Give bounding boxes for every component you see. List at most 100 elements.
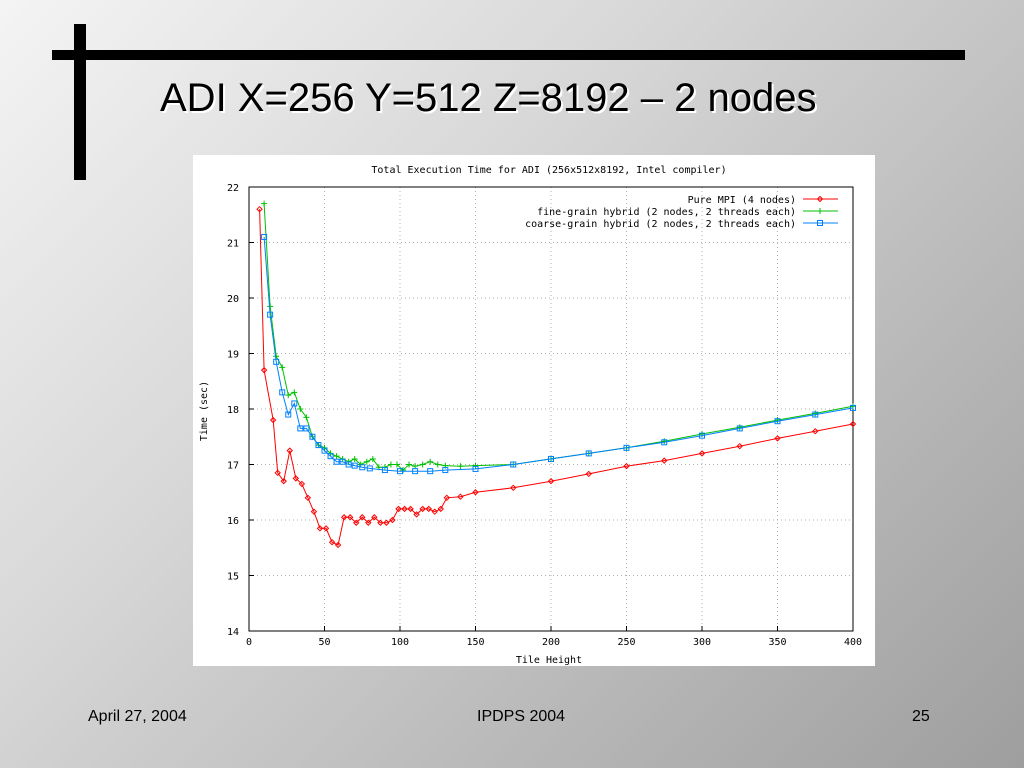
- diamond-marker: [425, 505, 432, 513]
- diamond-marker: [260, 366, 268, 374]
- series-diamond: [256, 205, 857, 549]
- square-marker: [661, 439, 668, 446]
- square-marker: [285, 411, 292, 418]
- diamond-marker: [510, 484, 517, 492]
- legend-entry-label: Pure MPI (4 nodes): [688, 195, 796, 206]
- title-underline-bar: [52, 50, 965, 60]
- x-tick-label: 400: [844, 637, 862, 648]
- diamond-marker: [661, 457, 668, 464]
- plus-marker: [419, 461, 426, 468]
- square-marker: [472, 465, 479, 472]
- x-tick-label: 0: [246, 637, 252, 648]
- series-line: [263, 203, 854, 471]
- plus-marker: [333, 453, 340, 460]
- title-vertical-bar: [74, 24, 86, 180]
- plus-marker: [393, 461, 400, 468]
- square-marker: [291, 400, 298, 407]
- diamond-marker: [401, 505, 408, 513]
- y-tick-label: 19: [227, 350, 239, 361]
- plus-marker: [261, 200, 268, 207]
- diamond-marker: [322, 525, 330, 532]
- y-tick-label: 15: [227, 572, 239, 583]
- plus-marker: [285, 392, 292, 399]
- execution-time-chart: Total Execution Time for ADI (256x512x81…: [199, 165, 862, 666]
- diamond-marker: [774, 435, 781, 442]
- chart-panel: Total Execution Time for ADI (256x512x81…: [193, 155, 875, 666]
- diamond-marker: [431, 508, 438, 515]
- diamond-marker: [365, 519, 372, 526]
- square-marker: [510, 461, 517, 468]
- diamond-marker: [346, 514, 354, 521]
- x-tick-label: 100: [391, 637, 409, 648]
- y-axis-label: Time (sec): [199, 381, 210, 441]
- x-tick-label: 250: [617, 637, 635, 648]
- square-marker: [261, 233, 268, 240]
- diamond-marker: [304, 494, 312, 502]
- diamond-marker: [383, 519, 390, 526]
- diamond-marker: [407, 505, 414, 513]
- square-marker: [333, 458, 340, 465]
- diamond-marker: [286, 447, 293, 454]
- plus-marker: [279, 364, 286, 371]
- plus-marker: [351, 455, 358, 462]
- legend-entry-label: fine-grain hybrid (2 nodes, 2 threads ea…: [537, 207, 796, 218]
- plus-marker: [406, 461, 413, 468]
- diamond-marker: [292, 475, 300, 482]
- plus-marker: [369, 455, 376, 462]
- square-marker: [339, 458, 346, 465]
- diamond-marker: [359, 514, 366, 521]
- chart-title: Total Execution Time for ADI (256x512x81…: [371, 165, 726, 176]
- diamond-marker: [371, 514, 378, 521]
- x-tick-label: 150: [466, 637, 484, 648]
- plus-marker: [291, 389, 298, 396]
- diamond-marker: [585, 470, 592, 478]
- plus-marker: [457, 463, 464, 470]
- y-tick-label: 22: [227, 183, 239, 194]
- plus-marker: [303, 414, 310, 421]
- square-marker: [321, 447, 328, 454]
- diamond-marker: [472, 489, 479, 496]
- square-marker: [736, 425, 743, 432]
- diamond-marker: [443, 494, 451, 502]
- slide-title: ADI X=256 Y=512 Z=8192 – 2 nodes: [160, 76, 817, 120]
- diamond-marker: [816, 195, 824, 203]
- diamond-marker: [298, 480, 306, 488]
- square-marker: [817, 220, 823, 226]
- square-marker: [273, 358, 280, 365]
- plus-marker: [427, 458, 434, 465]
- plus-marker: [387, 461, 394, 468]
- y-tick-label: 20: [227, 294, 239, 305]
- footer-date: April 27, 2004: [88, 708, 187, 725]
- square-marker: [309, 433, 316, 440]
- x-tick-label: 350: [768, 637, 786, 648]
- footer-page-number: 25: [912, 708, 930, 725]
- diamond-marker: [547, 477, 555, 485]
- diamond-marker: [274, 469, 281, 477]
- x-tick-label: 200: [542, 637, 560, 648]
- diamond-marker: [377, 519, 384, 526]
- plus-marker: [297, 406, 304, 412]
- series-square: [261, 233, 856, 475]
- chart-series: [256, 200, 857, 549]
- square-marker: [812, 411, 819, 418]
- plus-marker: [267, 303, 274, 310]
- diamond-marker: [328, 538, 336, 546]
- plus-marker: [817, 208, 823, 214]
- plus-marker: [400, 467, 407, 474]
- square-marker: [315, 442, 322, 449]
- diamond-marker: [736, 442, 743, 450]
- diamond-marker: [316, 525, 324, 532]
- plus-marker: [363, 458, 370, 465]
- square-marker: [267, 311, 274, 318]
- square-marker: [351, 462, 358, 469]
- footer-conference: IPDPS 2004: [477, 708, 566, 725]
- plot-frame: [248, 186, 854, 632]
- diamond-marker: [395, 505, 402, 513]
- diamond-marker: [849, 420, 857, 428]
- square-marker: [297, 425, 304, 432]
- legend-entry-label: coarse-grain hybrid (2 nodes, 2 threads …: [525, 219, 796, 230]
- square-marker: [699, 432, 705, 439]
- y-tick-label: 21: [227, 239, 239, 250]
- square-marker: [327, 453, 334, 460]
- plus-marker: [472, 462, 479, 469]
